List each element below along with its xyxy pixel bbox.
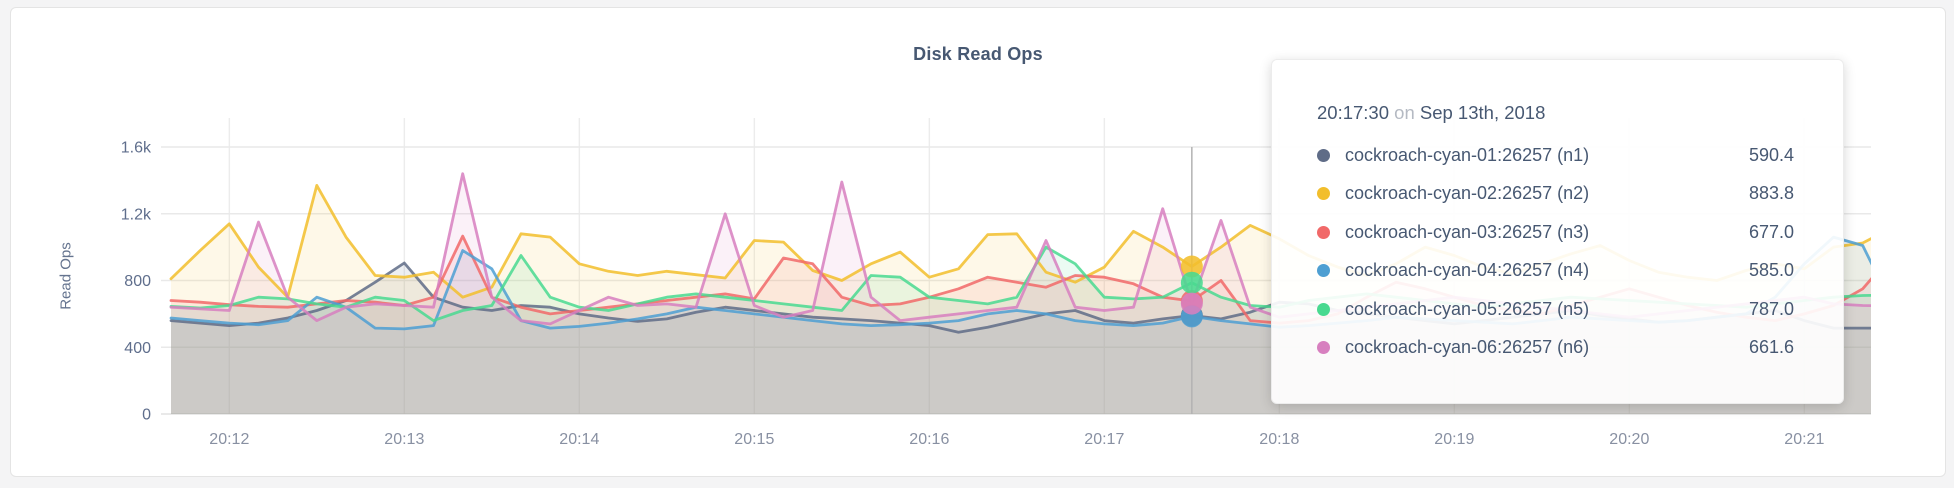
x-tick-label: 20:15 — [734, 431, 774, 448]
series-value: 883.8 — [1749, 183, 1795, 204]
tooltip-date: Sep 13th, 2018 — [1419, 102, 1546, 123]
tooltip-on-word: on — [1394, 102, 1415, 123]
series-name: cockroach-cyan-03:26257 (n3) — [1345, 221, 1590, 242]
series-color-dot — [1317, 264, 1330, 278]
series-name: cockroach-cyan-01:26257 (n1) — [1345, 144, 1590, 165]
x-tick-label: 20:13 — [384, 431, 424, 448]
hover-dot-n5 — [1180, 271, 1203, 294]
series-value: 787.0 — [1749, 298, 1795, 319]
series-color-dot — [1317, 148, 1330, 162]
x-tick-label: 20:20 — [1609, 431, 1649, 448]
x-tick-label: 20:17 — [1084, 431, 1124, 448]
series-color-dot — [1317, 225, 1330, 239]
hover-dot-n2 — [1180, 255, 1203, 278]
x-tick-label: 20:19 — [1434, 431, 1474, 448]
y-tick-label: 800 — [124, 273, 151, 290]
series-name: cockroach-cyan-04:26257 (n4) — [1345, 260, 1590, 281]
series-name: cockroach-cyan-05:26257 (n5) — [1345, 298, 1590, 319]
tooltip-time: 20:17:30 — [1317, 102, 1390, 123]
tooltip-series-row: cockroach-cyan-01:26257 (n1) 590.4 — [1317, 136, 1798, 175]
series-value: 585.0 — [1749, 260, 1795, 281]
x-tick-label: 20:12 — [209, 431, 249, 448]
y-tick-label: 0 — [142, 407, 151, 424]
tooltip-series-row: cockroach-cyan-04:26257 (n4) 585.0 — [1317, 252, 1798, 291]
tooltip-series-row: cockroach-cyan-03:26257 (n3) 677.0 — [1317, 213, 1798, 252]
x-tick-label: 20:18 — [1259, 431, 1299, 448]
hover-tooltip: 20:17:30 on Sep 13th, 2018 cockroach-cya… — [1271, 59, 1844, 404]
chart-title: Disk Read Ops — [913, 44, 1043, 64]
tooltip-series-row: cockroach-cyan-05:26257 (n5) 787.0 — [1317, 290, 1798, 329]
series-name: cockroach-cyan-02:26257 (n2) — [1345, 183, 1590, 204]
x-tick-label: 20:21 — [1784, 431, 1824, 448]
tooltip-series-row: cockroach-cyan-06:26257 (n6) 661.6 — [1317, 329, 1798, 368]
y-tick-label: 1.2k — [121, 206, 152, 223]
series-value: 677.0 — [1749, 221, 1795, 242]
y-tick-label: 400 — [124, 340, 151, 357]
series-color-dot — [1317, 341, 1330, 355]
tooltip-header: 20:17:30 on Sep 13th, 2018 — [1317, 102, 1798, 124]
chart-card: Disk Read Ops Read Ops 20:12 20:13 20:14 20… — [10, 7, 1946, 477]
x-tick-label: 20:14 — [559, 431, 599, 448]
series-color-dot — [1317, 187, 1330, 201]
series-name: cockroach-cyan-06:26257 (n6) — [1345, 337, 1590, 358]
hover-dot-n6 — [1180, 292, 1203, 315]
series-value: 590.4 — [1749, 144, 1795, 165]
x-tick-label: 20:16 — [909, 431, 949, 448]
tooltip-series-row: cockroach-cyan-02:26257 (n2) 883.8 — [1317, 175, 1798, 214]
y-tick-label: 1.6k — [121, 140, 152, 157]
series-color-dot — [1317, 302, 1330, 316]
series-value: 661.6 — [1749, 337, 1795, 358]
